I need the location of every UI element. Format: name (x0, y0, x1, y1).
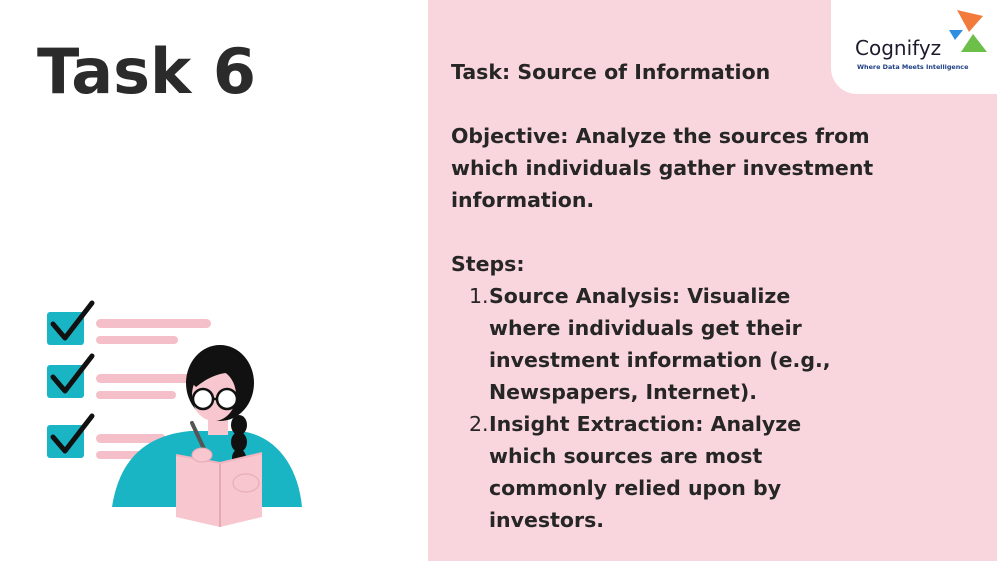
checkbox-checked-icon (47, 413, 95, 458)
step-text: Insight Extraction: Analyze which source… (489, 412, 802, 532)
checklist-line (96, 336, 178, 344)
steps-list: 1. Source Analysis: Visualize where indi… (451, 280, 961, 536)
cognifyz-logo-mark-icon (949, 10, 987, 52)
checklist-line (96, 319, 211, 328)
step-number: 2. (469, 412, 489, 436)
checklist-line (96, 391, 176, 399)
step-item: 2. Insight Extraction: Analyze which sou… (451, 408, 961, 536)
checkbox-checked-icon (47, 353, 95, 398)
reading-person-illustration (47, 300, 302, 527)
logo-card: Cognifyz Where Data Meets Intelligence (831, 0, 997, 94)
step-item: 1. Source Analysis: Visualize where indi… (451, 280, 961, 408)
logo-tagline: Where Data Meets Intelligence (857, 63, 969, 71)
objective-text: Objective: Analyze the sources from whic… (451, 124, 874, 212)
checklist-line (96, 434, 166, 443)
step-text: Source Analysis: Visualize where individ… (489, 284, 831, 404)
steps-heading: Steps: (451, 252, 525, 276)
checkbox-checked-icon (47, 300, 95, 345)
task-line: Task: Source of Information (451, 60, 771, 84)
slide-content: Task: Source of Information Objective: A… (451, 56, 961, 536)
checklist-line (96, 374, 196, 383)
logo-name: Cognifyz (855, 36, 942, 60)
step-number: 1. (469, 284, 489, 308)
slide-title: Task 6 (37, 35, 256, 108)
